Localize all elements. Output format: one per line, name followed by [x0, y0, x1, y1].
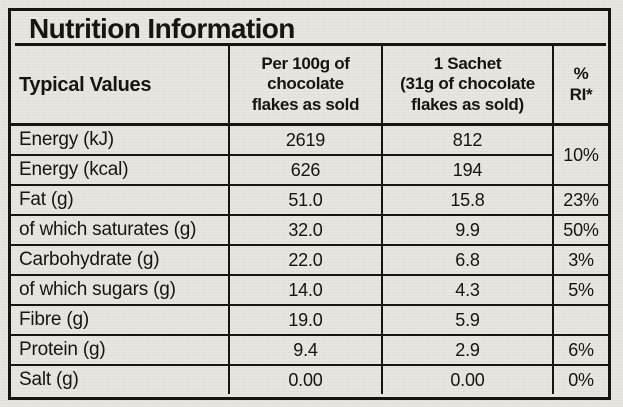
cell-ri-merged: 10% — [552, 123, 608, 185]
cell-ri: 23% — [552, 184, 608, 215]
cell-label: Protein (g) — [11, 334, 229, 365]
cell-label: of which saturates (g) — [11, 214, 229, 245]
title-underline — [15, 43, 606, 46]
col-header-ri: % RI* — [552, 46, 608, 126]
nutrition-table: Typical Values Per 100g of chocolate fla… — [11, 46, 608, 394]
cell-sachet: 5.9 — [381, 304, 553, 335]
cell-sachet: 2.9 — [381, 334, 553, 365]
table-row: Carbohydrate (g) 22.0 6.8 3% — [11, 244, 608, 275]
cell-sachet: 0.00 — [381, 364, 553, 394]
cell-per100g: 22.0 — [228, 244, 382, 275]
cell-sachet: 6.8 — [381, 244, 553, 275]
cell-per100g: 51.0 — [228, 184, 382, 215]
cell-per100g: 2619 — [228, 123, 382, 155]
table-row: Fat (g) 51.0 15.8 23% — [11, 184, 608, 215]
table-row: Energy (kJ) 2619 812 10% — [11, 123, 608, 185]
table-row: of which saturates (g) 32.0 9.9 50% — [11, 214, 608, 245]
col-header-sachet: 1 Sachet (31g of chocolate flakes as sol… — [381, 46, 553, 126]
cell-sachet: 194 — [381, 154, 553, 185]
cell-per100g: 32.0 — [228, 214, 382, 245]
label-border-box: Nutrition Information Typical Values Per… — [8, 8, 611, 400]
col-header-per-100g: Per 100g of chocolate flakes as sold — [228, 46, 382, 126]
cell-label: of which sugars (g) — [11, 274, 229, 305]
cell-ri: 6% — [552, 334, 608, 365]
cell-per100g: 626 — [228, 154, 382, 185]
cell-ri: 50% — [552, 214, 608, 245]
cell-sachet: 812 — [381, 123, 553, 155]
label-title: Nutrition Information — [29, 13, 295, 44]
cell-ri: 0% — [552, 364, 608, 394]
cell-label: Salt (g) — [11, 364, 229, 394]
table-row: Protein (g) 9.4 2.9 6% — [11, 334, 608, 365]
header-row: Typical Values Per 100g of chocolate fla… — [11, 46, 608, 126]
cell-sachet: 4.3 — [381, 274, 553, 305]
cell-per100g: 19.0 — [228, 304, 382, 335]
cell-label: Energy (kcal) — [11, 154, 229, 185]
table-row: Energy (kcal) 626 194 — [11, 154, 608, 185]
cell-label: Fibre (g) — [11, 304, 229, 335]
cell-ri: 5% — [552, 274, 608, 305]
cell-label: Energy (kJ) — [11, 123, 229, 155]
table-row: Salt (g) 0.00 0.00 0% — [11, 364, 608, 394]
table-row: of which sugars (g) 14.0 4.3 5% — [11, 274, 608, 305]
cell-label: Fat (g) — [11, 184, 229, 215]
cell-label: Carbohydrate (g) — [11, 244, 229, 275]
col-header-typical-values: Typical Values — [11, 46, 229, 126]
cell-per100g: 14.0 — [228, 274, 382, 305]
cell-ri: 3% — [552, 244, 608, 275]
cell-per100g: 9.4 — [228, 334, 382, 365]
cell-sachet: 15.8 — [381, 184, 553, 215]
cell-per100g: 0.00 — [228, 364, 382, 394]
cell-sachet: 9.9 — [381, 214, 553, 245]
cell-ri-empty — [552, 304, 608, 335]
table-row: Fibre (g) 19.0 5.9 — [11, 304, 608, 335]
